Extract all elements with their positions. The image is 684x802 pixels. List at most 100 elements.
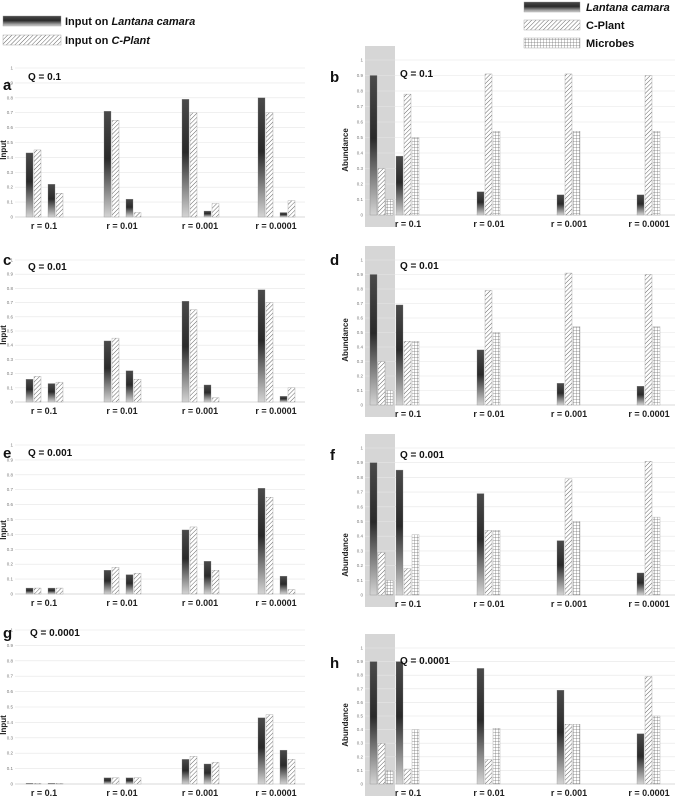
panels: 0 0.1 0.2 0.3 0.4 0.5 0.6 0.7 0.8 0.9 1 r = 0.1 r = …	[0, 46, 675, 798]
y-tick-label: 0.3	[7, 735, 14, 740]
bar-lantana	[476, 493, 485, 596]
bar-lantana	[636, 385, 645, 406]
y-tick-label: 0.6	[7, 689, 14, 694]
y-tick-label: 0.5	[7, 705, 14, 710]
bar-lantana	[47, 783, 56, 785]
y-tick-label: 0.5	[357, 714, 364, 719]
y-axis-label: Input	[0, 140, 8, 160]
y-tick-label: 0.6	[357, 316, 364, 321]
legend-swatch-cplant	[2, 34, 62, 46]
bar-cplant	[133, 212, 142, 218]
bar-lantana	[25, 783, 34, 785]
bar-cplant	[287, 200, 296, 218]
bar-lantana	[25, 152, 34, 218]
y-axis-label: Abundance	[341, 703, 350, 747]
y-tick-label: 0	[360, 403, 363, 408]
bar-lantana	[203, 384, 212, 403]
category-label: r = 0.01	[106, 788, 137, 798]
legend: Input on Lantana camara Input on C-Plant L…	[2, 1, 670, 50]
y-tick-label: 0	[10, 782, 13, 787]
y-tick-label: 0.6	[7, 314, 14, 319]
y-tick-label: 0.1	[7, 766, 14, 771]
bar-microbes	[652, 326, 661, 406]
y-tick-label: 0.1	[7, 577, 14, 582]
category-label: r = 0.0001	[628, 219, 669, 229]
y-tick-label: 0.7	[7, 674, 14, 679]
y-tick-label: 0.3	[7, 547, 14, 552]
y-tick-label: 0.4	[357, 534, 364, 539]
category-label: r = 0.0001	[255, 221, 296, 231]
category-label: r = 0.1	[395, 409, 421, 419]
y-tick-label: 0.3	[7, 170, 14, 175]
bar-lantana	[395, 304, 404, 406]
bar-cplant	[211, 570, 220, 595]
q-label: Q = 0.0001	[30, 628, 80, 639]
panel-e: 0 0.1 0.2 0.3 0.4 0.5 0.6 0.7 0.8 0.9 1 r = 0.1 r = …	[0, 443, 305, 608]
bar-cplant	[55, 381, 64, 403]
y-tick-label: 0.7	[7, 110, 14, 115]
panel-d: 0 0.1 0.2 0.3 0.4 0.5 0.6 0.7 0.8 0.9 1 r = 0.1 r = …	[330, 246, 675, 419]
bar-cplant	[644, 274, 653, 406]
y-tick-label: 0.1	[357, 388, 364, 393]
bar-lantana	[203, 763, 212, 785]
y-tick-label: 0.7	[7, 487, 14, 492]
y-tick-label: 0.4	[7, 720, 14, 725]
bar-cplant	[133, 572, 142, 595]
bar-cplant	[403, 568, 412, 596]
bar-microbes	[572, 326, 581, 406]
bar-lantana	[279, 212, 288, 218]
bar-initial-cplant	[377, 361, 386, 406]
category-label: r = 0.01	[473, 788, 504, 798]
y-tick-label: 0.3	[357, 166, 364, 171]
bar-initial-cplant	[377, 552, 386, 596]
y-tick-label: 0.5	[7, 329, 14, 334]
category-label: r = 0.1	[31, 406, 57, 416]
category-label: r = 0.01	[473, 219, 504, 229]
y-tick-label: 0.9	[357, 73, 364, 78]
bar-cplant	[189, 309, 198, 403]
bar-initial-microbes	[385, 770, 394, 785]
legend-swatch-lantana	[523, 1, 581, 13]
category-label: r = 0.001	[182, 221, 218, 231]
bar-cplant	[644, 75, 653, 216]
bar-cplant	[564, 272, 573, 406]
y-tick-label: 0.4	[7, 155, 14, 160]
bar-lantana	[103, 570, 112, 595]
category-label: r = 0.01	[106, 598, 137, 608]
bar-cplant	[33, 376, 42, 403]
bar-initial-lantana	[369, 462, 378, 596]
bar-initial-lantana	[369, 661, 378, 785]
bar-cplant	[403, 768, 412, 785]
y-tick-label: 0.1	[357, 578, 364, 583]
bar-lantana	[257, 488, 266, 595]
panel-g: 0 0.1 0.2 0.3 0.4 0.5 0.6 0.7 0.8 0.9 1 r = 0.1 r = …	[0, 625, 305, 798]
category-label: r = 0.001	[551, 599, 587, 609]
category-label: r = 0.01	[473, 599, 504, 609]
bar-lantana	[636, 194, 645, 216]
category-label: r = 0.01	[106, 221, 137, 231]
category-label: r = 0.01	[473, 409, 504, 419]
bar-cplant	[55, 193, 64, 218]
panel-letter: a	[3, 77, 12, 94]
bar-cplant	[111, 567, 120, 595]
bar-initial-microbes	[385, 390, 394, 406]
y-tick-label: 0.2	[357, 374, 364, 379]
bar-cplant	[484, 73, 493, 216]
bar-cplant	[644, 676, 653, 785]
y-tick-label: 0.2	[7, 371, 14, 376]
bar-lantana	[203, 210, 212, 218]
bar-cplant	[189, 756, 198, 785]
bar-cplant	[55, 783, 64, 785]
y-axis-label: Abundance	[341, 318, 350, 362]
y-tick-label: 0.7	[357, 104, 364, 109]
panel-c: 0 0.1 0.2 0.3 0.4 0.5 0.6 0.7 0.8 0.9 1 r = 0.1 r = …	[0, 252, 305, 416]
bar-lantana	[279, 575, 288, 595]
bar-initial-lantana	[369, 274, 378, 406]
category-label: r = 0.001	[551, 788, 587, 798]
bar-lantana	[181, 99, 190, 218]
y-tick-label: 0.1	[357, 768, 364, 773]
y-tick-label: 0	[360, 593, 363, 598]
legend-label-cplant: C-Plant	[586, 20, 625, 32]
panel-letter: d	[330, 252, 339, 269]
bar-lantana	[556, 194, 565, 216]
